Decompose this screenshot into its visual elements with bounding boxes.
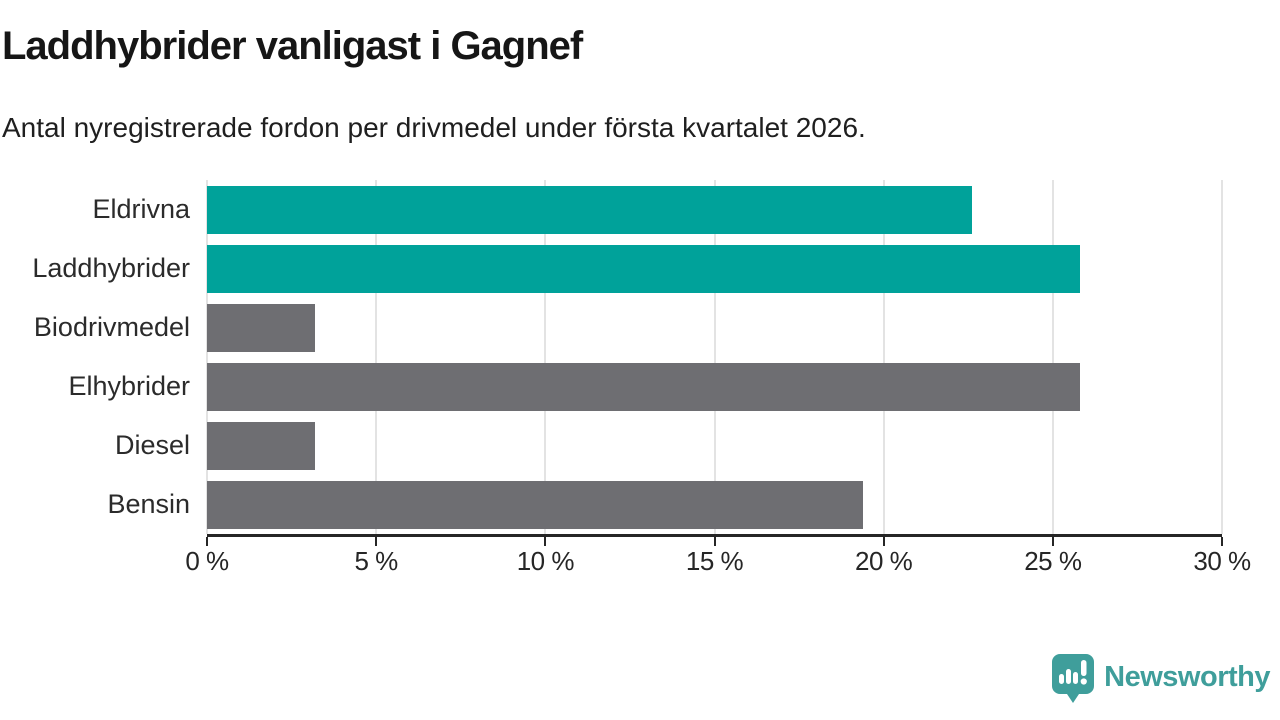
bar-eldrivna — [207, 185, 972, 234]
x-tick-label-10: 10 % — [516, 546, 575, 576]
x-tick-30 — [1221, 537, 1223, 546]
bar-row — [207, 416, 1222, 475]
x-tick-25 — [1051, 537, 1054, 546]
bar-diesel — [207, 421, 316, 470]
y-label-eldrivna: Eldrivna — [92, 194, 190, 224]
gridline-25 — [1051, 180, 1054, 534]
gridline-15 — [713, 180, 716, 534]
y-label-bensin: Bensin — [107, 489, 190, 519]
newsworthy-logo-icon — [1050, 650, 1096, 704]
x-tick-label-20: 20 % — [855, 546, 913, 576]
x-tick-15 — [713, 537, 716, 546]
gridline-5 — [375, 180, 378, 534]
bars-container — [207, 180, 1222, 534]
y-label-laddhybrider: Laddhybrider — [32, 253, 190, 283]
x-tick-10 — [544, 537, 547, 546]
brand-footer: Newsworthy — [1050, 650, 1270, 704]
x-tick-label-15: 15 % — [685, 546, 744, 576]
plot-area — [206, 180, 1223, 534]
bar-row — [207, 239, 1222, 298]
chart-subtitle: Antal nyregistrerade fordon per drivmede… — [2, 112, 866, 143]
x-tick-label-30: 30 % — [1193, 546, 1251, 576]
y-label-elhybrider: Elhybrider — [68, 371, 190, 401]
x-axis-line — [206, 534, 1223, 546]
y-label-diesel: Diesel — [114, 430, 190, 460]
x-axis-tick-labels: 0 % 5 % 10 % 15 % 20 % 25 % 30 % — [185, 546, 1251, 578]
gridline-20 — [882, 180, 885, 534]
y-label-biodrivmedel: Biodrivmedel — [33, 312, 190, 342]
bar-row — [207, 180, 1222, 239]
bar-row — [207, 298, 1222, 357]
bar-elhybrider — [207, 362, 1080, 411]
bar-laddhybrider — [207, 244, 1080, 293]
brand-name: Newsworthy — [1104, 660, 1270, 693]
x-tick-label-5: 5 % — [354, 546, 399, 576]
x-tick-5 — [375, 537, 378, 546]
gridline-30 — [1221, 180, 1223, 534]
y-axis-labels: Eldrivna Laddhybrider Biodrivmedel Elhybrid… — [0, 180, 190, 534]
bar-bensin — [207, 480, 864, 529]
x-tick-20 — [882, 537, 885, 546]
x-tick-0 — [206, 537, 208, 546]
bar-biodrivmedel — [207, 303, 316, 352]
x-tick-label-0: 0 % — [185, 546, 229, 576]
x-tick-label-25: 25 % — [1024, 546, 1082, 576]
bar-row — [207, 357, 1222, 416]
gridline-0 — [206, 180, 208, 534]
gridline-10 — [544, 180, 547, 534]
bar-row — [207, 475, 1222, 534]
chart-title: Laddhybrider vanligast i Gagnef — [2, 24, 583, 68]
